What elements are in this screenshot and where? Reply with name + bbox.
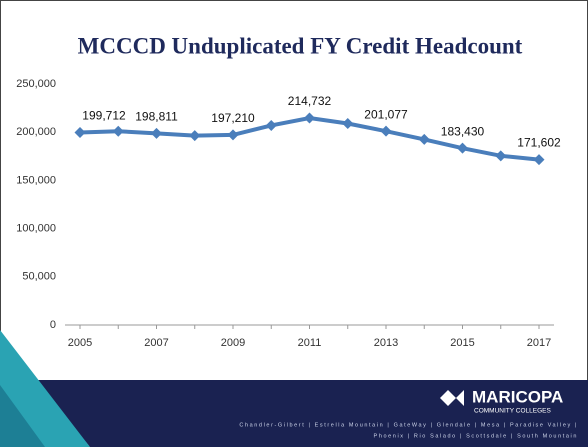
data-label: 214,732 xyxy=(288,94,332,108)
x-tick-label: 2013 xyxy=(374,337,398,349)
footer-colleges: Chandler-Gilbert | Estrella Mountain | G… xyxy=(239,422,578,428)
logo-text: MARICOPA xyxy=(472,387,563,406)
data-label: 197,210 xyxy=(211,111,255,125)
data-point xyxy=(112,125,124,137)
data-label: 183,430 xyxy=(441,124,485,138)
data-point xyxy=(457,142,468,154)
data-point xyxy=(495,150,507,162)
footer-accent-dark xyxy=(0,385,45,447)
logo: MARICOPA COMMUNITY COLLEGES xyxy=(440,387,563,415)
data-point xyxy=(151,127,162,139)
data-point xyxy=(380,125,392,137)
data-point xyxy=(265,119,277,131)
data-point xyxy=(342,118,354,130)
data-label: 201,077 xyxy=(364,107,408,121)
y-tick-label: 100,000 xyxy=(16,223,56,235)
data-label: 199,712 xyxy=(82,109,126,123)
data-point xyxy=(74,126,86,138)
y-tick-label: 250,000 xyxy=(16,78,56,90)
y-tick-label: 150,000 xyxy=(16,174,56,186)
y-tick-label: 200,000 xyxy=(16,126,56,138)
data-label: 171,602 xyxy=(517,136,561,150)
data-label: 198,811 xyxy=(135,110,178,124)
x-tick-label: 2009 xyxy=(221,337,245,349)
data-point xyxy=(189,130,201,142)
data-point xyxy=(304,112,315,124)
x-tick-label: 2011 xyxy=(298,337,322,349)
data-point xyxy=(418,133,430,145)
y-tick-label: 50,000 xyxy=(22,271,56,283)
y-tick-label: 0 xyxy=(50,319,56,331)
x-tick-label: 2017 xyxy=(527,337,551,349)
logo-icon xyxy=(440,390,464,406)
x-tick-label: 2015 xyxy=(450,337,474,349)
data-point xyxy=(533,154,545,166)
footer-colleges: Phoenix | Rio Salado | Scottsdale | Sout… xyxy=(374,433,578,439)
data-point xyxy=(227,129,239,141)
x-tick-label: 2005 xyxy=(68,337,92,349)
logo-subtext: COMMUNITY COLLEGES xyxy=(474,408,551,415)
chart-title: MCCCD Unduplicated FY Credit Headcount xyxy=(78,33,523,58)
x-tick-label: 2007 xyxy=(144,337,168,349)
